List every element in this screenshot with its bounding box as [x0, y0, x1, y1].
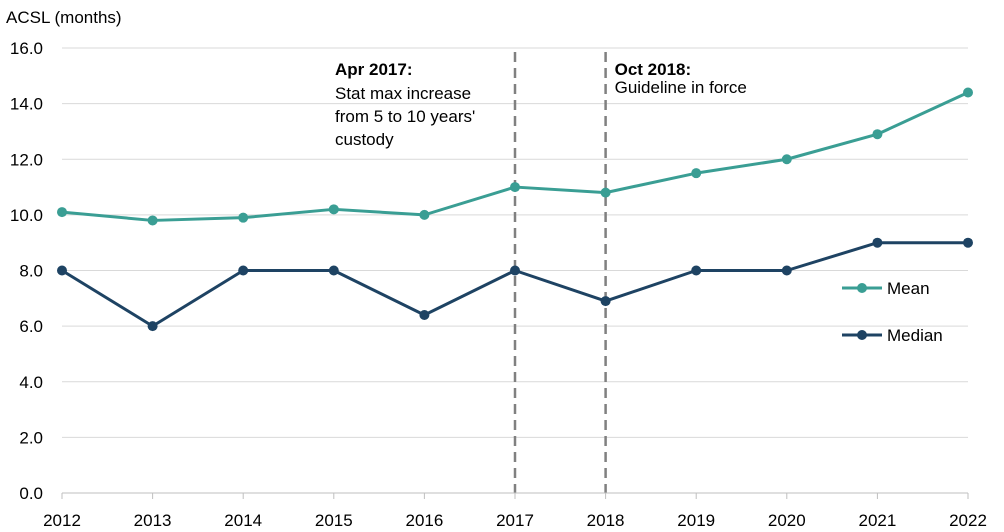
- annotations: Apr 2017: Stat max increase from 5 to 10 y…: [335, 52, 747, 493]
- legend: Mean Median: [842, 279, 943, 345]
- x-tick-label: 2013: [134, 511, 172, 530]
- legend-label: Mean: [887, 279, 930, 298]
- x-tick-label: 2016: [405, 511, 443, 530]
- data-point-mean: [419, 209, 430, 220]
- data-point-median: [147, 321, 158, 332]
- series: [57, 87, 973, 332]
- x-tick-label: 2015: [315, 511, 353, 530]
- y-tick-label: 6.0: [19, 317, 43, 336]
- x-tick-label: 2014: [224, 511, 262, 530]
- y-tick-label: 12.0: [10, 150, 43, 169]
- data-point-median: [238, 265, 249, 276]
- y-tick-label: 10.0: [10, 206, 43, 225]
- annotation-heading: Oct 2018:: [615, 60, 692, 79]
- data-point-mean: [963, 87, 973, 98]
- data-point-mean: [57, 207, 67, 218]
- y-tick-label: 2.0: [19, 428, 43, 447]
- x-tick-label: 2018: [587, 511, 625, 530]
- annotation-line: from 5 to 10 years': [335, 107, 475, 126]
- annotation-line: Guideline in force: [615, 78, 747, 97]
- legend-swatch-marker: [857, 330, 867, 340]
- data-point-median: [963, 237, 973, 248]
- annotation-heading: Apr 2017:: [335, 60, 412, 79]
- y-tick-label: 16.0: [10, 39, 43, 58]
- data-point-median: [57, 265, 67, 276]
- data-point-median: [419, 310, 430, 320]
- data-point-median: [510, 265, 520, 276]
- data-point-median: [872, 237, 883, 248]
- legend-label: Median: [887, 326, 943, 345]
- x-tick-label: 2022: [949, 511, 987, 530]
- data-point-mean: [510, 182, 520, 193]
- y-tick-label: 0.0: [19, 484, 43, 503]
- data-point-mean: [691, 168, 702, 179]
- data-point-median: [328, 265, 339, 276]
- annotation-line: Stat max increase: [335, 84, 471, 103]
- data-point-median: [600, 296, 611, 307]
- data-point-mean: [781, 154, 792, 165]
- x-tick-label: 2020: [768, 511, 806, 530]
- data-point-median: [691, 265, 702, 276]
- data-point-mean: [600, 187, 611, 198]
- legend-swatch-marker: [857, 283, 867, 293]
- data-point-median: [781, 265, 792, 276]
- annotation-line: custody: [335, 130, 394, 149]
- y-tick-label: 8.0: [19, 262, 43, 281]
- y-axis-title: ACSL (months): [6, 8, 122, 27]
- axes: 0.0 2.0 4.0 6.0 8.0 10.0 12.0 14.0 16.0 2012 2013 2…: [10, 39, 987, 530]
- data-point-mean: [147, 215, 158, 226]
- data-point-mean: [238, 212, 249, 223]
- x-tick-label: 2021: [858, 511, 896, 530]
- data-point-mean: [872, 129, 883, 140]
- x-tick-label: 2019: [677, 511, 715, 530]
- x-tick-label: 2017: [496, 511, 534, 530]
- y-tick-label: 14.0: [10, 95, 43, 114]
- data-point-mean: [328, 204, 339, 215]
- x-tick-label: 2012: [43, 511, 81, 530]
- y-tick-label: 4.0: [19, 373, 43, 392]
